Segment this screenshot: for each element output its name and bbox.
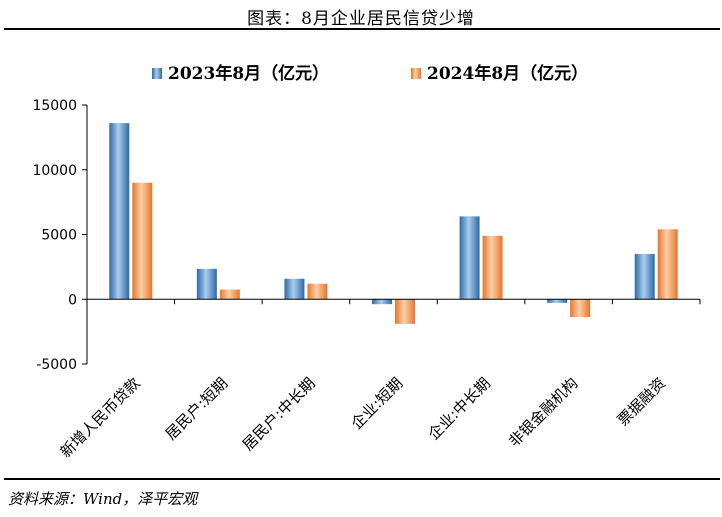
bar-2024 xyxy=(219,289,240,300)
legend-label-2024: 2024年8月（亿元） xyxy=(427,63,588,84)
bar-2023 xyxy=(372,299,392,305)
bar-2024 xyxy=(570,299,591,318)
category-label: 企业:中长期 xyxy=(425,374,494,443)
legend-swatch-2023 xyxy=(152,68,162,79)
category-label: 非银金融机构 xyxy=(505,374,581,450)
bar-2023 xyxy=(196,268,217,300)
y-tick-label: 10000 xyxy=(32,163,77,179)
footer-divider xyxy=(4,478,720,480)
y-tick-label: 5000 xyxy=(41,228,77,244)
bar-2023 xyxy=(109,123,130,300)
source-note: 资料来源：Wind，泽平宏观 xyxy=(8,490,198,508)
y-tick-label: 15000 xyxy=(32,98,77,114)
bar-2023 xyxy=(547,299,568,303)
bar-2024 xyxy=(657,229,678,300)
bar-2023 xyxy=(459,216,480,300)
category-label: 居民户:短期 xyxy=(162,374,231,443)
y-tick-label: 0 xyxy=(68,292,77,308)
bar-2024 xyxy=(132,182,153,300)
bar-2023 xyxy=(284,278,305,300)
category-label: 票据融资 xyxy=(614,374,669,429)
bar-2023 xyxy=(634,253,655,300)
category-label: 企业:短期 xyxy=(348,374,407,433)
title-divider xyxy=(4,28,720,30)
chart-title: 图表：8月企业居民信贷少增 xyxy=(247,9,475,29)
category-label: 居民户:中长期 xyxy=(239,374,319,454)
category-label: 新增人民币贷款 xyxy=(57,374,144,461)
y-tick-label: -5000 xyxy=(36,357,77,373)
bar-2024 xyxy=(395,299,415,324)
bar-2024 xyxy=(482,235,503,300)
legend-label-2023: 2023年8月（亿元） xyxy=(168,63,329,84)
legend-swatch-2024 xyxy=(411,68,421,79)
bar-2024 xyxy=(307,283,328,300)
